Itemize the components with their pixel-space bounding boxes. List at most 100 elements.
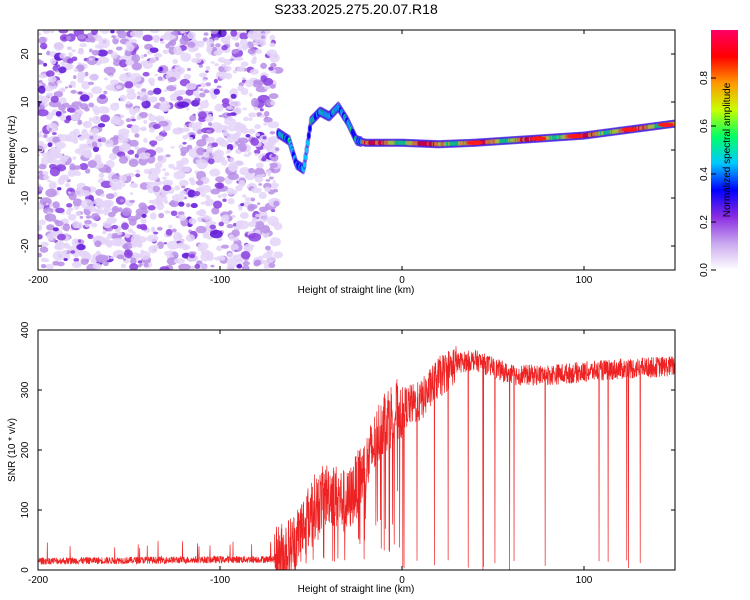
noise-blob <box>172 59 179 65</box>
noise-blob <box>124 233 131 239</box>
noise-blob <box>200 201 206 205</box>
noise-blob <box>87 233 92 238</box>
noise-blob <box>55 220 64 227</box>
noise-blob <box>228 161 239 172</box>
noise-blob <box>81 190 91 197</box>
noise-blob <box>266 49 278 57</box>
spectrogram-x-tick-label: 100 <box>576 275 593 286</box>
noise-blob <box>133 107 141 113</box>
ridge-peak <box>566 134 583 139</box>
noise-blob <box>235 220 244 227</box>
noise-blob <box>72 84 76 88</box>
noise-blob <box>135 169 141 173</box>
noise-blob <box>247 204 258 210</box>
noise-blob <box>252 41 260 46</box>
noise-blob <box>173 167 179 171</box>
noise-blob <box>187 31 196 40</box>
noise-blob <box>180 52 192 62</box>
noise-blob <box>149 47 159 53</box>
noise-blob <box>79 94 90 102</box>
noise-blob <box>129 199 135 204</box>
ridge-core <box>306 139 310 146</box>
noise-blob <box>110 79 119 85</box>
colorbar-tick-label: 0.0 <box>699 263 710 277</box>
noise-blob <box>98 38 111 49</box>
noise-blob <box>164 172 170 177</box>
noise-blob <box>97 106 110 114</box>
noise-blob <box>59 52 67 59</box>
noise-blob <box>177 211 185 216</box>
noise-blob <box>230 30 238 37</box>
noise-blob <box>147 96 158 103</box>
noise-blob <box>237 137 249 145</box>
noise-blob <box>226 133 236 143</box>
noise-blob <box>67 191 71 194</box>
noise-blob <box>65 182 71 188</box>
noise-blob <box>205 195 211 200</box>
noise-blob <box>271 168 275 172</box>
snr-x-label: Height of straight line (km) <box>298 584 415 595</box>
noise-blob <box>205 82 212 87</box>
noise-blob <box>222 129 229 137</box>
noise-blob <box>93 198 103 206</box>
noise-blob <box>253 106 259 111</box>
noise-blob <box>39 42 48 50</box>
noise-blob <box>156 117 161 123</box>
noise-blob <box>129 182 139 188</box>
noise-blob <box>38 95 44 100</box>
noise-blob <box>72 220 80 229</box>
noise-blob <box>188 46 197 53</box>
noise-blob <box>253 149 261 155</box>
noise-blob <box>210 30 219 35</box>
noise-blob <box>127 149 135 155</box>
noise-blob <box>171 228 177 233</box>
noise-blob <box>244 197 252 202</box>
noise-blob <box>247 48 256 55</box>
noise-blob <box>74 169 79 173</box>
noise-blob <box>69 80 76 86</box>
noise-blob <box>140 218 147 224</box>
noise-blob <box>215 137 226 145</box>
noise-blob <box>157 200 163 205</box>
noise-blob <box>129 263 139 270</box>
noise-blob <box>93 209 99 213</box>
noise-blob <box>224 125 229 131</box>
snr-y-tick-label: 300 <box>20 381 31 398</box>
noise-blob <box>253 261 260 267</box>
noise-blob <box>230 93 237 99</box>
noise-blob <box>210 221 217 226</box>
noise-blob <box>146 184 152 189</box>
noise-blob <box>73 257 80 262</box>
noise-blob <box>255 162 264 169</box>
noise-blob <box>185 82 197 91</box>
noise-blob <box>67 169 76 177</box>
noise-blob <box>86 55 98 66</box>
spectrogram-y-label: Frequency (Hz) <box>7 116 18 185</box>
noise-blob <box>124 208 129 213</box>
noise-blob <box>205 136 216 143</box>
noise-blob <box>58 104 66 111</box>
noise-blob <box>147 182 151 186</box>
noise-blob <box>167 76 177 83</box>
noise-blob <box>124 81 134 89</box>
noise-blob <box>123 249 133 258</box>
noise-blob <box>190 179 196 186</box>
noise-blob <box>153 104 157 109</box>
noise-blob <box>160 100 170 109</box>
noise-blob <box>187 41 196 48</box>
noise-blob <box>110 115 121 124</box>
noise-blob <box>88 73 99 81</box>
noise-blob <box>226 187 235 195</box>
noise-blob <box>42 170 49 176</box>
noise-blob <box>221 193 228 198</box>
noise-blob <box>165 43 171 49</box>
noise-blob <box>191 57 202 64</box>
noise-blob <box>263 116 273 123</box>
noise-blob <box>147 172 159 181</box>
noise-blob <box>119 174 128 182</box>
noise-blob <box>105 239 113 246</box>
noise-blob <box>38 153 41 157</box>
noise-blob <box>77 49 85 55</box>
noise-blob <box>67 207 74 212</box>
